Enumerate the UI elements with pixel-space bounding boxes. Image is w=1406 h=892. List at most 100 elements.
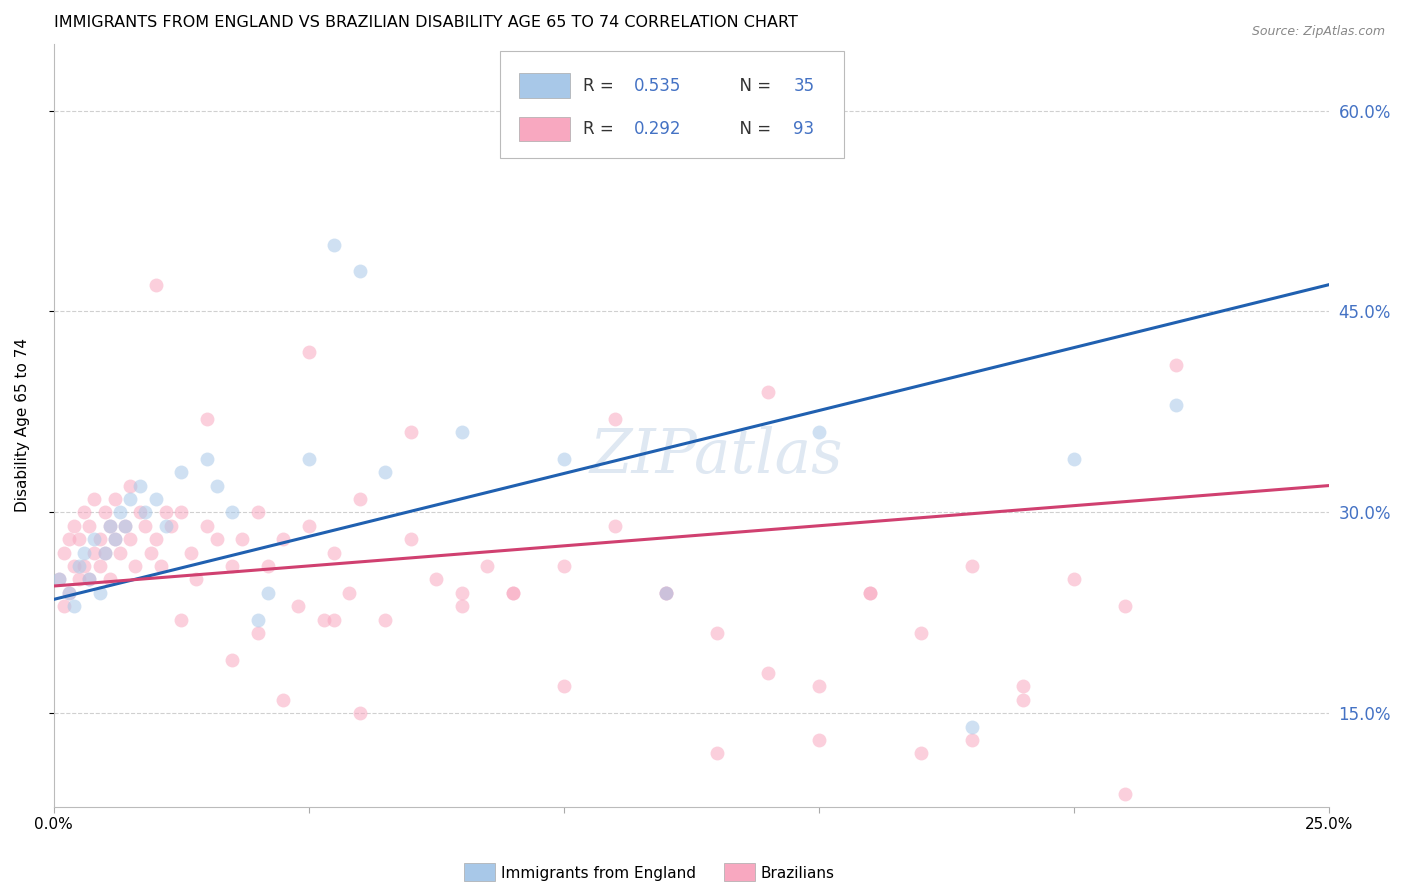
- Point: [553, 680, 575, 694]
- Point: [256, 558, 278, 573]
- Point: [323, 545, 346, 559]
- Point: [502, 585, 524, 599]
- Point: [120, 491, 142, 506]
- Point: [349, 706, 371, 721]
- Text: N =: N =: [730, 77, 778, 95]
- Point: [186, 572, 208, 586]
- Point: [98, 572, 121, 586]
- FancyBboxPatch shape: [519, 73, 569, 98]
- Point: [271, 693, 294, 707]
- Point: [859, 585, 882, 599]
- Point: [221, 653, 243, 667]
- Text: 93: 93: [793, 120, 814, 138]
- Point: [52, 545, 75, 559]
- Point: [1114, 787, 1136, 801]
- Point: [73, 558, 96, 573]
- Point: [67, 532, 90, 546]
- Point: [195, 411, 218, 425]
- Point: [910, 626, 932, 640]
- Point: [1063, 572, 1085, 586]
- Point: [756, 666, 779, 681]
- Point: [120, 532, 142, 546]
- Point: [83, 545, 105, 559]
- Point: [63, 518, 86, 533]
- Point: [104, 532, 127, 546]
- Point: [52, 599, 75, 613]
- Point: [73, 505, 96, 519]
- Point: [1164, 358, 1187, 372]
- Point: [553, 451, 575, 466]
- Point: [323, 613, 346, 627]
- Text: R =: R =: [583, 77, 619, 95]
- Text: R =: R =: [583, 120, 619, 138]
- Point: [756, 384, 779, 399]
- Point: [129, 505, 152, 519]
- Point: [910, 747, 932, 761]
- Point: [170, 613, 193, 627]
- Point: [58, 585, 80, 599]
- Point: [807, 680, 830, 694]
- Point: [231, 532, 253, 546]
- Point: [160, 518, 183, 533]
- Point: [1011, 680, 1033, 694]
- Point: [287, 599, 309, 613]
- Point: [425, 572, 447, 586]
- Point: [374, 465, 396, 479]
- Point: [48, 572, 70, 586]
- Point: [1164, 398, 1187, 412]
- Text: Brazilians: Brazilians: [761, 866, 835, 880]
- Point: [205, 478, 228, 492]
- Point: [48, 572, 70, 586]
- Point: [960, 720, 983, 734]
- Point: [89, 532, 111, 546]
- Point: [205, 532, 228, 546]
- Point: [83, 491, 105, 506]
- Point: [145, 277, 167, 292]
- Point: [114, 518, 136, 533]
- Point: [79, 572, 101, 586]
- Text: IMMIGRANTS FROM ENGLAND VS BRAZILIAN DISABILITY AGE 65 TO 74 CORRELATION CHART: IMMIGRANTS FROM ENGLAND VS BRAZILIAN DIS…: [53, 15, 797, 30]
- FancyBboxPatch shape: [519, 117, 569, 141]
- Point: [134, 518, 156, 533]
- Point: [807, 733, 830, 747]
- Point: [93, 505, 115, 519]
- Point: [134, 505, 156, 519]
- Text: Source: ZipAtlas.com: Source: ZipAtlas.com: [1251, 25, 1385, 38]
- Point: [256, 585, 278, 599]
- Text: Immigrants from England: Immigrants from England: [501, 866, 696, 880]
- Point: [195, 451, 218, 466]
- Text: 0.535: 0.535: [634, 77, 681, 95]
- Point: [349, 491, 371, 506]
- Point: [399, 532, 422, 546]
- Point: [298, 451, 321, 466]
- Point: [124, 558, 146, 573]
- Point: [339, 585, 361, 599]
- Point: [706, 747, 728, 761]
- Point: [271, 532, 294, 546]
- Point: [98, 518, 121, 533]
- Point: [83, 532, 105, 546]
- Point: [67, 558, 90, 573]
- Point: [149, 558, 172, 573]
- Point: [603, 411, 626, 425]
- Point: [475, 558, 498, 573]
- Point: [79, 572, 101, 586]
- Point: [399, 425, 422, 439]
- Point: [960, 733, 983, 747]
- Point: [960, 558, 983, 573]
- Point: [221, 505, 243, 519]
- Point: [349, 264, 371, 278]
- Point: [93, 545, 115, 559]
- Point: [108, 505, 131, 519]
- Point: [1011, 693, 1033, 707]
- Point: [104, 491, 127, 506]
- Point: [155, 505, 177, 519]
- Point: [807, 425, 830, 439]
- Text: ZIPatlas: ZIPatlas: [591, 425, 844, 486]
- Point: [93, 545, 115, 559]
- Point: [63, 558, 86, 573]
- Point: [145, 532, 167, 546]
- Point: [1063, 451, 1085, 466]
- Point: [114, 518, 136, 533]
- Point: [89, 558, 111, 573]
